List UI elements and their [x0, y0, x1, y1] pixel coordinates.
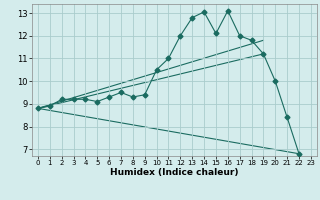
X-axis label: Humidex (Indice chaleur): Humidex (Indice chaleur) — [110, 168, 239, 177]
